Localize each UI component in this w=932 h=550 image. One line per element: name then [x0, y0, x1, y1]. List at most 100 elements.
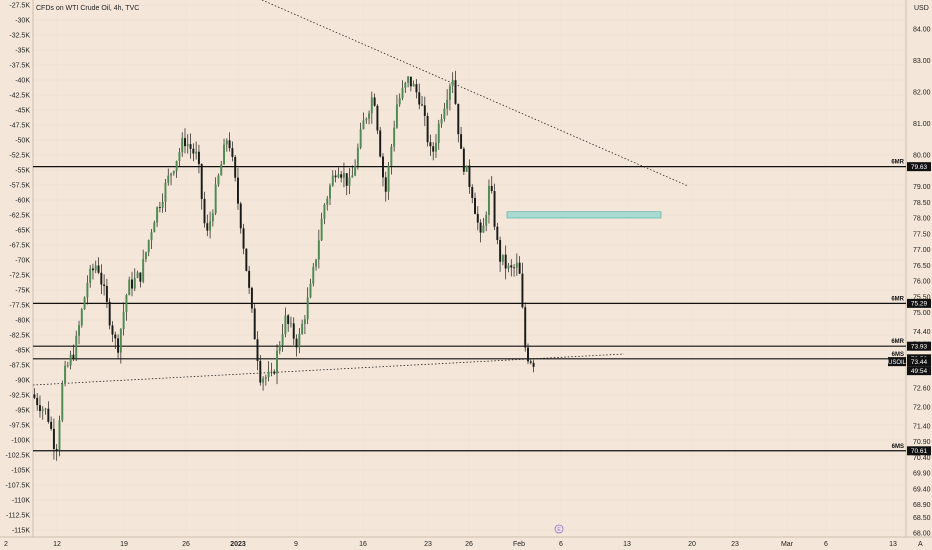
candle-body	[485, 214, 488, 226]
candle-body	[242, 228, 245, 249]
candle-body	[457, 103, 460, 135]
left-axis-tick: -115K	[12, 528, 30, 535]
left-axis-tick: -75K	[15, 288, 30, 295]
candle-body	[289, 323, 292, 325]
left-axis-tick: -105K	[11, 468, 30, 475]
candle-body	[156, 207, 159, 223]
candle-body	[384, 177, 387, 192]
ascending-trendline[interactable]	[32, 353, 625, 386]
symbol-tag-text: USOIL	[888, 360, 907, 366]
candle-body	[203, 198, 206, 224]
countdown-tag	[907, 366, 931, 376]
candle-body	[454, 80, 457, 104]
level-price-tag	[907, 298, 931, 308]
candle-body	[278, 345, 281, 351]
candle-body	[340, 174, 343, 178]
candle-body	[306, 297, 309, 320]
descending-trendline[interactable]	[261, 0, 689, 187]
candle-body	[239, 203, 242, 229]
candle-body	[471, 187, 474, 198]
candle-body	[434, 142, 437, 152]
candle-body	[513, 267, 516, 269]
candle-body	[487, 185, 490, 215]
candle-body	[368, 113, 371, 119]
candle-body	[348, 177, 351, 186]
time-axis-tick: 6	[824, 541, 828, 548]
candle-body	[390, 146, 393, 166]
candle-body	[58, 420, 61, 451]
candle-body	[175, 161, 178, 172]
candle-body	[510, 265, 513, 268]
candle-body	[315, 259, 318, 267]
time-axis-tick: 16	[359, 541, 367, 548]
candles	[33, 70, 535, 461]
level-price-text: 79.63	[911, 164, 928, 171]
candle-body	[426, 115, 429, 143]
candle-body	[55, 448, 58, 451]
candle-body	[172, 171, 175, 174]
candle-body	[103, 284, 106, 286]
candle-body	[370, 97, 373, 114]
level-price-text: 70.61	[911, 448, 928, 455]
candle-body	[253, 308, 256, 340]
level-price-tag	[907, 446, 931, 456]
candle-body	[412, 84, 415, 87]
candle-body	[448, 85, 451, 100]
candle-body	[136, 272, 139, 278]
candle-body	[468, 165, 471, 188]
candle-body	[303, 319, 306, 324]
candle-body	[97, 265, 100, 273]
candle-body	[292, 323, 295, 339]
candle-body	[236, 177, 239, 204]
candle-body	[128, 279, 131, 296]
right-axis-tick: 80.00	[913, 153, 931, 160]
candle-body	[256, 339, 259, 361]
left-axis-tick: -57.5K	[9, 183, 30, 190]
candle-body	[312, 266, 315, 284]
time-axis-tick: 9	[294, 541, 298, 548]
candle-body	[301, 323, 304, 334]
level-label: 6MR	[891, 296, 904, 302]
candle-body	[476, 213, 479, 223]
right-axis-tick: 77.50	[913, 231, 931, 238]
candle-body	[395, 104, 398, 128]
candle-body	[139, 272, 142, 282]
time-axis-tick: 23	[424, 541, 432, 548]
candle-body	[214, 184, 217, 214]
candle-body	[259, 360, 262, 383]
candle-body	[217, 175, 220, 185]
candle-body	[323, 204, 326, 219]
right-axis-tick: 69.40	[913, 486, 931, 493]
time-axis-tick: 26	[182, 541, 190, 548]
event-marker-icon[interactable]	[554, 524, 564, 534]
supply-zone[interactable]	[506, 211, 662, 219]
candle-body	[133, 277, 136, 289]
candle-body	[186, 144, 189, 147]
left-axis-tick: -62.5K	[9, 213, 30, 220]
left-axis-tick: -27.5K	[9, 3, 30, 10]
level-label: 6MR	[891, 160, 904, 166]
candle-body	[111, 325, 114, 335]
left-axis-tick: -65K	[15, 228, 30, 235]
candle-body	[309, 283, 312, 298]
candle-body	[273, 371, 276, 374]
candle-body	[209, 221, 212, 231]
candle-body	[228, 140, 231, 149]
candle-body	[195, 151, 198, 154]
price-tags: USOIL 73.44 49:54	[888, 357, 931, 376]
left-axis-tick: -45K	[15, 108, 30, 115]
candle-body	[462, 148, 465, 172]
candle-body	[529, 361, 532, 363]
left-axis-tick: -102.5K	[5, 453, 30, 460]
grid	[33, 0, 906, 537]
candle-body	[507, 265, 510, 269]
candle-body	[52, 428, 55, 449]
right-axis-tick: 71.40	[913, 423, 931, 430]
candle-body	[518, 262, 521, 274]
left-axis-tick: -60K	[15, 198, 30, 205]
level-label: 6MS	[892, 352, 904, 358]
candle-body	[281, 334, 284, 346]
time-axis-tick: 6	[559, 541, 563, 548]
